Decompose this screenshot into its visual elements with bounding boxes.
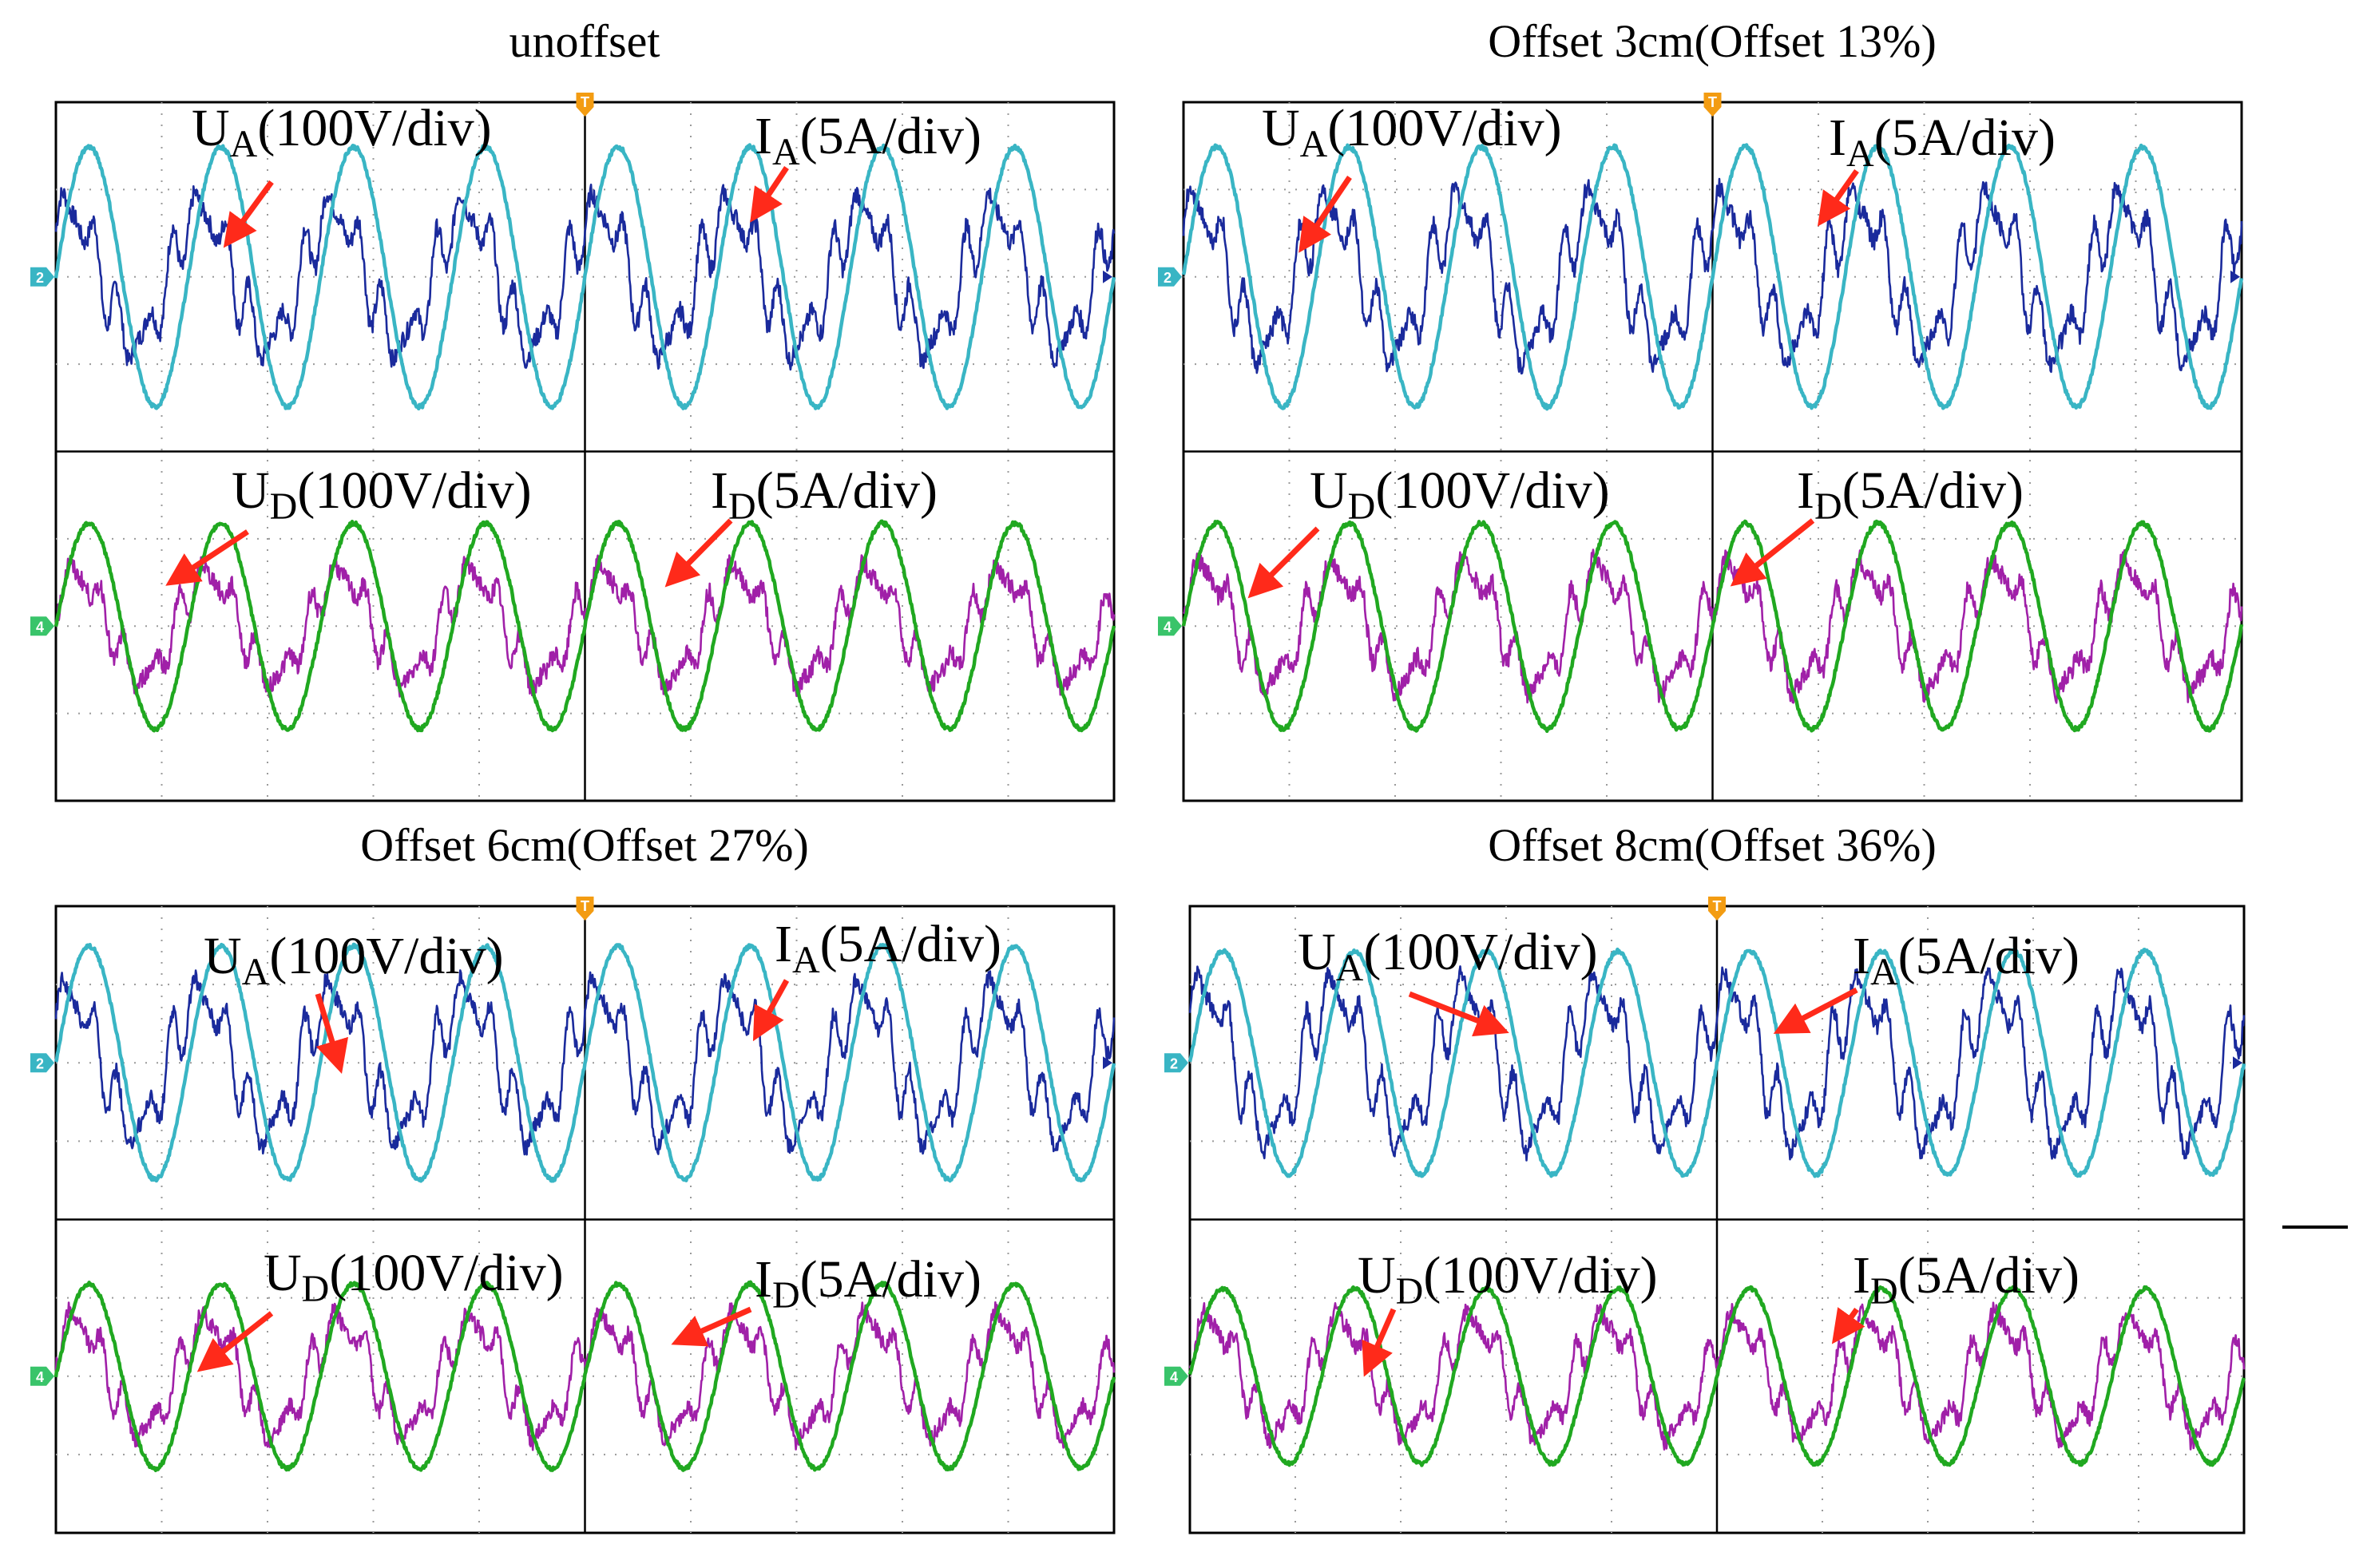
annotation-arrow-ia [750, 166, 789, 223]
svg-text:2: 2 [36, 270, 44, 286]
trace-ia [1187, 947, 2246, 1178]
signal-label-id: ID(5A/div) [711, 461, 938, 528]
annotation-arrow-ua [1408, 991, 1509, 1037]
trace-ia [54, 942, 1116, 1183]
svg-text:2: 2 [1170, 1055, 1178, 1071]
scope-panel-1: T 2 4 [30, 93, 1116, 802]
channel-marker-2: 2 [30, 1053, 54, 1073]
channel-offset-arrow-icon [1103, 1056, 1112, 1070]
trace-ua [1182, 177, 2243, 375]
signal-label-id: ID(5A/div) [1853, 1246, 2080, 1313]
panel-title: Offset 6cm(Offset 27%) [360, 819, 809, 871]
annotation-arrow-ia [1773, 987, 1858, 1034]
trace-id [54, 519, 1116, 733]
channel-marker-4: 4 [30, 616, 54, 636]
panel-title: Offset 3cm(Offset 13%) [1488, 15, 1937, 67]
trace-id [1187, 1285, 2246, 1467]
annotation-arrow-ud [165, 529, 249, 586]
scope-panel-2: T 2 4 [1158, 93, 2244, 802]
trace-ia [54, 143, 1116, 411]
signal-label-ia: IA(5A/div) [1853, 927, 2080, 993]
svg-text:4: 4 [36, 1369, 44, 1385]
svg-text:4: 4 [1164, 619, 1172, 635]
channel-offset-arrow-icon [2230, 270, 2240, 283]
channel-marker-4: 4 [1164, 1366, 1188, 1386]
signal-label-ua: UA(100V/div) [1262, 99, 1562, 165]
annotation-arrow-ua [1298, 176, 1352, 253]
channel-marker-2: 2 [1158, 267, 1182, 287]
trace-ia [1181, 143, 2244, 411]
svg-text:4: 4 [1170, 1369, 1178, 1385]
signal-label-ud: UD(100V/div) [1358, 1246, 1658, 1313]
signal-label-ia: IA(5A/div) [755, 107, 981, 173]
trigger-marker-icon: T [1708, 897, 1726, 921]
trigger-marker-label: T [1708, 94, 1717, 110]
annotation-arrow-ud [1247, 526, 1320, 599]
annotation-arrow-ia [1817, 168, 1859, 227]
trace-ua [1188, 965, 2246, 1162]
svg-text:4: 4 [36, 619, 44, 635]
scope-panel-4: T 2 4 [1164, 897, 2246, 1534]
annotation-arrow-id [1730, 518, 1815, 587]
signal-label-ua: UA(100V/div) [1298, 923, 1598, 989]
annotation-arrow-id [1831, 1307, 1865, 1344]
channel-marker-2: 2 [1164, 1053, 1188, 1073]
channel-offset-arrow-icon [2233, 1056, 2242, 1070]
panel-title: unoffset [509, 15, 660, 67]
trigger-marker-icon: T [576, 897, 594, 921]
channel-marker-4: 4 [30, 1366, 54, 1386]
scope-panel-3: T 2 4 [30, 897, 1116, 1534]
trigger-marker-icon: T [1703, 93, 1722, 117]
svg-text:2: 2 [1164, 270, 1172, 286]
annotation-arrow-id [664, 518, 733, 588]
trigger-marker-icon: T [576, 93, 594, 117]
channel-marker-2: 2 [30, 267, 54, 287]
signal-label-ua: UA(100V/div) [204, 927, 504, 993]
trace-id [1181, 519, 2244, 734]
signal-label-ia: IA(5A/div) [1829, 109, 2056, 175]
annotation-arrow-id [671, 1306, 752, 1347]
trigger-marker-label: T [581, 94, 589, 110]
annotation-arrow-ia [752, 979, 790, 1042]
signal-label-ud: UD(100V/div) [232, 461, 532, 528]
channel-marker-4: 4 [1158, 616, 1182, 636]
annotation-arrow-ua [315, 992, 349, 1075]
trigger-marker-label: T [1713, 898, 1722, 914]
annotation-arrow-ud [196, 1311, 274, 1372]
trace-id [54, 1280, 1116, 1472]
signal-label-ud: UD(100V/div) [264, 1244, 564, 1310]
svg-text:2: 2 [36, 1055, 44, 1071]
trigger-marker-label: T [581, 898, 589, 914]
signal-label-id: ID(5A/div) [755, 1250, 981, 1317]
signal-label-ud: UD(100V/div) [1310, 461, 1610, 528]
signal-label-id: ID(5A/div) [1797, 461, 2024, 528]
annotation-arrow-ua [223, 180, 274, 248]
signal-label-ia: IA(5A/div) [775, 915, 1001, 981]
channel-offset-arrow-icon [1103, 270, 1112, 283]
trace-ua [54, 969, 1116, 1156]
trace-ua [54, 184, 1116, 371]
scope-grid [56, 906, 1114, 1533]
annotation-arrow-ud [1362, 1308, 1397, 1377]
signal-label-ua: UA(100V/div) [192, 99, 492, 165]
panel-title: Offset 8cm(Offset 36%) [1488, 819, 1937, 871]
